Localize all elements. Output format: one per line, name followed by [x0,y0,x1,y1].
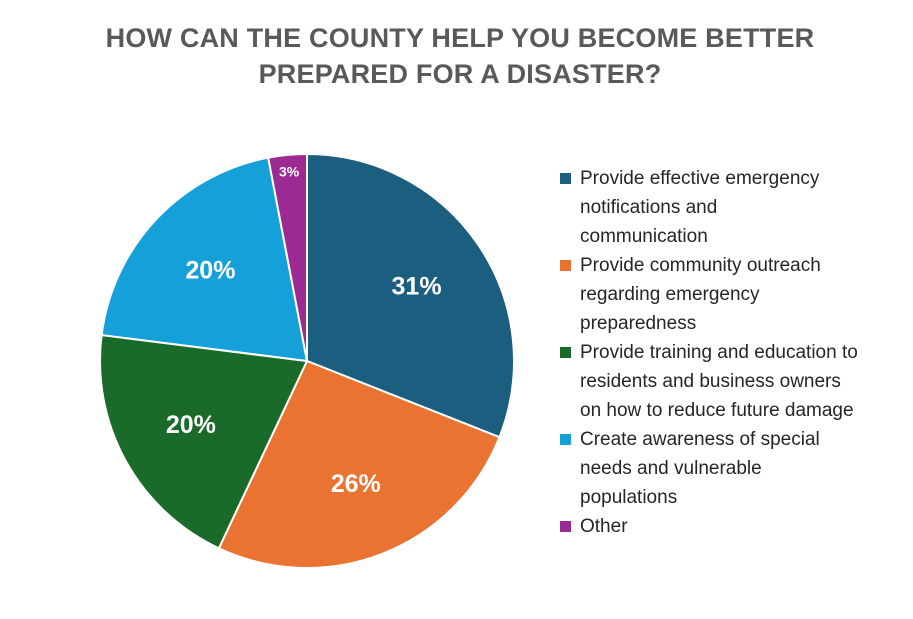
legend-label-line: on how to reduce future damage [580,400,854,421]
legend-swatch [560,434,571,445]
data-label-provide-effective-emergency-notification: 31% [392,273,442,301]
data-label-provide-training-and-education-to-reside: 20% [166,411,216,439]
legend-label-line: Create awareness of special [580,429,820,450]
chart-legend: Provide effective emergency notifications… [558,164,908,541]
legend-swatch [560,347,571,358]
legend-label-line: Provide community outreach [580,255,821,276]
legend-label-line: regarding emergency [580,284,760,305]
legend-label-line: populations [580,487,678,508]
legend-item-create-awareness-of-special-needs-and-vu: Create awareness of special needs and vul… [558,425,908,512]
legend-label-line: notifications and [580,197,718,218]
legend-label-line: residents and business owners [580,371,841,392]
legend-label-line: Provide training and education to [580,342,858,363]
legend-swatch [560,173,571,184]
legend-label-line: communication [580,226,708,247]
legend-label-line: preparedness [580,313,697,334]
pie-slice-provide-community-outreach-regarding-eme [217,360,501,569]
legend-swatch [560,521,571,532]
pie-slice-provide-training-and-education-to-reside [99,334,308,550]
data-label-create-awareness-of-special-needs-and-vu: 20% [185,256,235,284]
chart-title: HOW CAN THE COUNTY HELP YOU BECOME BETTE… [90,20,830,92]
legend-label-line: Other [580,516,628,537]
pie-slice-provide-effective-emergency-notification [306,153,515,439]
pie-slice-other [267,153,308,362]
legend-item-provide-training-and-education-to-reside: Provide training and education to residen… [558,338,908,425]
data-label-other: 3% [279,163,300,179]
legend-item-provide-community-outreach-regarding-eme: Provide community outreach regarding emer… [558,251,908,338]
chart-title-line-2: PREPARED FOR A DISASTER? [258,59,662,89]
data-label-provide-community-outreach-regarding-eme: 26% [331,470,381,498]
legend-swatch [560,260,571,271]
legend-item-provide-effective-emergency-notification: Provide effective emergency notifications… [558,164,908,251]
legend-label-line: Provide effective emergency [580,168,820,189]
legend-item-other: Other [558,512,908,541]
legend-label-line: needs and vulnerable [580,458,762,479]
chart-title-line-1: HOW CAN THE COUNTY HELP YOU BECOME BETTE… [105,23,815,53]
pie-slice-create-awareness-of-special-needs-and-vu [100,156,308,362]
